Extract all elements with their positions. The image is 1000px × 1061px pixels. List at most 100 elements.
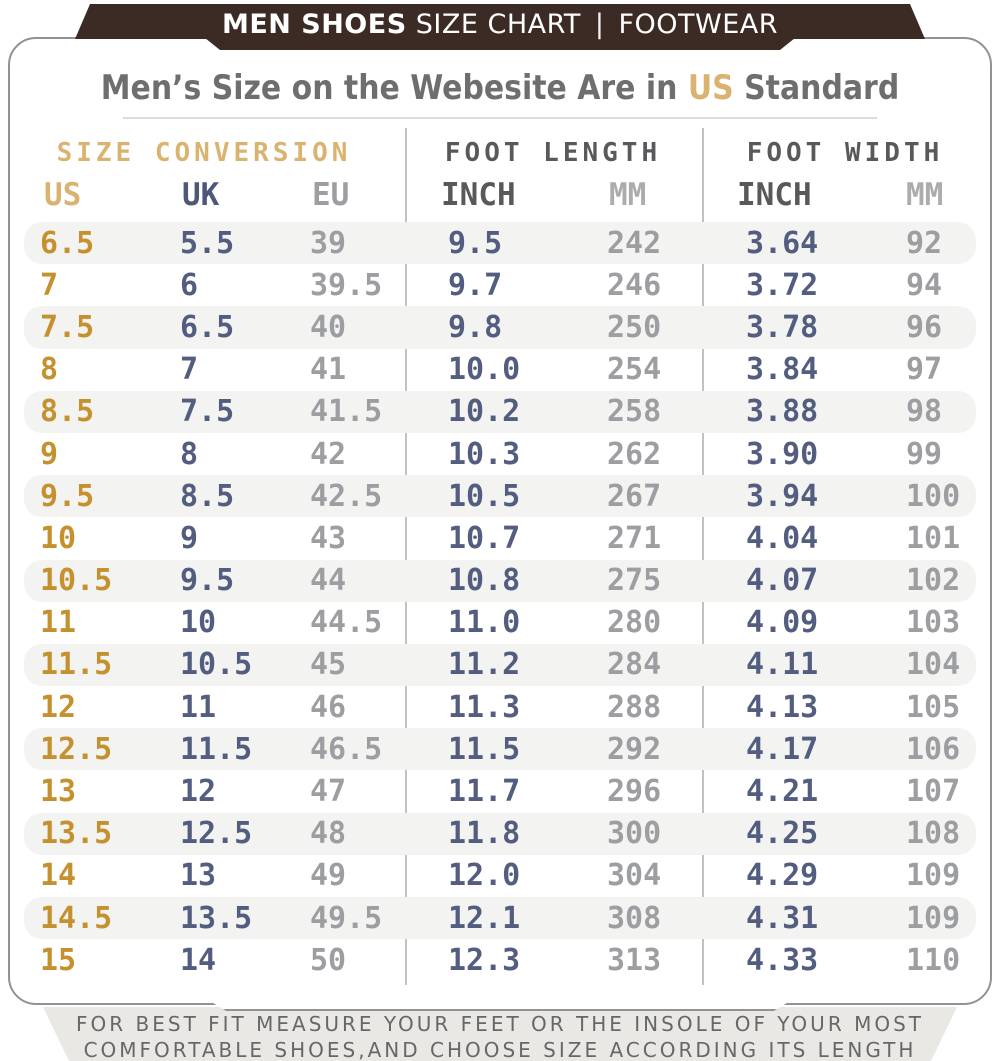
- cell-length-mm: 271: [607, 520, 662, 556]
- cell-width-inch: 3.88: [746, 394, 819, 430]
- cell-us: 7.5: [40, 309, 95, 345]
- cell-width-mm: 100: [906, 478, 961, 514]
- cell-width-mm: 106: [906, 731, 961, 767]
- cell-us: 14.5: [40, 900, 113, 936]
- cell-length-mm: 258: [607, 394, 662, 430]
- cell-length-inch: 10.5: [448, 478, 521, 514]
- cell-length-inch: 9.7: [448, 267, 503, 303]
- cell-uk: 5.5: [180, 225, 235, 261]
- footer-note-line2: COMFORTABLE SHOES,AND CHOOSE SIZE ACCORD…: [83, 1038, 917, 1061]
- cell-width-inch: 3.90: [746, 436, 819, 472]
- column-header-eu: EU: [312, 177, 350, 213]
- cell-length-inch: 12.1: [448, 900, 521, 936]
- banner-tab: [205, 38, 795, 50]
- cell-eu: 45: [310, 647, 347, 683]
- cell-length-mm: 292: [607, 731, 662, 767]
- cell-us: 11: [40, 605, 77, 641]
- cell-uk: 6.5: [180, 309, 235, 345]
- cell-length-inch: 9.5: [448, 225, 503, 261]
- cell-length-inch: 12.0: [448, 858, 521, 894]
- cell-length-mm: 300: [607, 816, 662, 852]
- cell-length-mm: 262: [607, 436, 662, 472]
- cell-us: 13.5: [40, 816, 113, 852]
- footer-note-line1: FOR BEST FIT MEASURE YOUR FEET OR THE IN…: [76, 1012, 924, 1036]
- cell-eu: 44.5: [310, 605, 383, 641]
- table-row: 15 14 50 12.3 313 4.33 110: [24, 939, 976, 981]
- cell-width-inch: 4.29: [746, 858, 819, 894]
- cell-uk: 10: [180, 605, 217, 641]
- cell-us: 9.5: [40, 478, 95, 514]
- cell-uk: 7: [180, 352, 199, 388]
- cell-width-mm: 92: [906, 225, 943, 261]
- column-header-length-inch: INCH: [441, 177, 516, 213]
- group-header-foot-width: FOOT WIDTH: [746, 138, 944, 168]
- cell-width-mm: 102: [906, 563, 961, 599]
- column-header-us: US: [44, 177, 82, 213]
- banner-title-rest: SIZE CHART: [406, 9, 581, 40]
- cell-width-mm: 109: [906, 900, 961, 936]
- cell-width-inch: 3.64: [746, 225, 819, 261]
- cell-length-inch: 11.2: [448, 647, 521, 683]
- table-row: 9 8 42 10.3 262 3.90 99: [24, 433, 976, 475]
- table-header-row: US UK EU INCH MM INCH MM: [24, 174, 976, 216]
- cell-width-mm: 96: [906, 309, 943, 345]
- cell-eu: 43: [310, 520, 347, 556]
- cell-width-inch: 4.07: [746, 563, 819, 599]
- cell-length-inch: 11.3: [448, 689, 521, 725]
- title-divider-line: [123, 117, 877, 119]
- cell-length-mm: 308: [607, 900, 662, 936]
- cell-us: 7: [40, 267, 59, 303]
- cell-width-inch: 4.33: [746, 942, 819, 978]
- cell-eu: 42: [310, 436, 347, 472]
- cell-eu: 46.5: [310, 731, 383, 767]
- cell-width-inch: 4.09: [746, 605, 819, 641]
- card-bottom-tab: [210, 1001, 790, 1011]
- cell-eu: 49: [310, 858, 347, 894]
- cell-eu: 49.5: [310, 900, 383, 936]
- cell-length-inch: 11.5: [448, 731, 521, 767]
- cell-eu: 41.5: [310, 394, 383, 430]
- cell-width-inch: 4.11: [746, 647, 819, 683]
- table-row: 7.5 6.5 40 9.8 250 3.78 96: [24, 306, 976, 349]
- cell-width-mm: 109: [906, 858, 961, 894]
- banner-title-bold: MEN SHOES: [221, 9, 407, 40]
- cell-width-inch: 4.04: [746, 520, 819, 556]
- cell-uk: 11.5: [180, 731, 253, 767]
- cell-length-inch: 11.0: [448, 605, 521, 641]
- banner-right-label: FOOTWEAR: [618, 9, 779, 40]
- cell-width-mm: 101: [906, 520, 961, 556]
- cell-length-inch: 12.3: [448, 942, 521, 978]
- cell-width-mm: 108: [906, 816, 961, 852]
- cell-length-mm: 267: [607, 478, 662, 514]
- table-row: 12.5 11.5 46.5 11.5 292 4.17 106: [24, 728, 976, 771]
- cell-us: 8: [40, 352, 59, 388]
- cell-eu: 44: [310, 563, 347, 599]
- cell-length-mm: 313: [607, 942, 662, 978]
- cell-width-inch: 4.25: [746, 816, 819, 852]
- group-header-foot-length: FOOT LENGTH: [444, 138, 662, 168]
- cell-eu: 50: [310, 942, 347, 978]
- cell-length-inch: 9.8: [448, 309, 503, 345]
- banner-band: [75, 4, 925, 39]
- cell-width-inch: 3.78: [746, 309, 819, 345]
- cell-length-mm: 246: [607, 267, 662, 303]
- cell-length-mm: 280: [607, 605, 662, 641]
- cell-width-inch: 4.31: [746, 900, 819, 936]
- cell-length-inch: 10.7: [448, 520, 521, 556]
- cell-width-mm: 94: [906, 267, 943, 303]
- column-header-width-inch: INCH: [737, 177, 812, 213]
- cell-width-mm: 110: [906, 942, 961, 978]
- cell-eu: 48: [310, 816, 347, 852]
- cell-width-mm: 97: [906, 352, 943, 388]
- cell-uk: 9.5: [180, 563, 235, 599]
- column-header-uk: UK: [182, 177, 220, 213]
- table-row: 9.5 8.5 42.5 10.5 267 3.94 100: [24, 475, 976, 518]
- cell-us: 15: [40, 942, 77, 978]
- cell-length-mm: 242: [607, 225, 662, 261]
- cell-us: 12.5: [40, 731, 113, 767]
- cell-length-inch: 11.8: [448, 816, 521, 852]
- cell-uk: 12: [180, 774, 217, 810]
- cell-us: 10: [40, 520, 77, 556]
- cell-width-mm: 99: [906, 436, 943, 472]
